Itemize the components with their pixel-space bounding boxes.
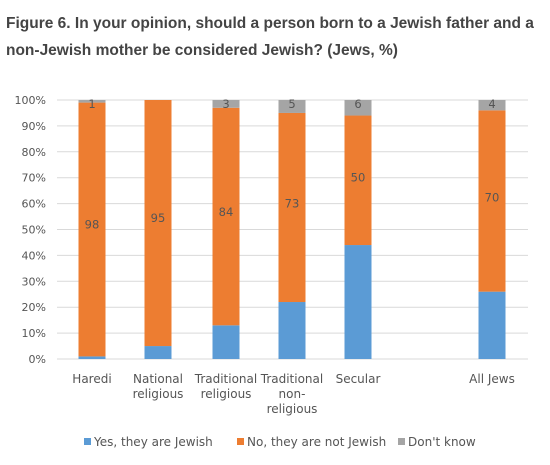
y-tick-label: 100% (15, 94, 46, 107)
y-tick-label: 60% (22, 198, 46, 211)
bar-segment (478, 291, 506, 359)
bar-segment (78, 356, 106, 359)
data-label: 4 (488, 97, 495, 111)
legend-swatch (237, 438, 244, 445)
bar-segment (478, 110, 506, 292)
legend-label: No, they are not Jewish (247, 435, 386, 449)
bar-segment (344, 245, 372, 359)
x-category-label: Secular (336, 372, 381, 386)
y-tick-label: 10% (22, 327, 46, 340)
data-label: 1 (88, 97, 95, 111)
legend-swatch (84, 438, 91, 445)
x-category-label: religious (201, 387, 252, 401)
bar-segment (78, 102, 106, 357)
x-category-label: All Jews (469, 372, 515, 386)
bar-segment (278, 100, 306, 113)
bar-segment (144, 100, 172, 347)
data-label: 84 (219, 205, 234, 219)
legend-label: Yes, they are Jewish (93, 435, 213, 449)
bar-segment (212, 325, 240, 359)
y-tick-label: 0% (29, 353, 46, 366)
bar-segment (212, 100, 240, 108)
bar-segment (212, 107, 240, 326)
bar-segment (144, 346, 172, 359)
x-category-label: Traditional (194, 372, 257, 386)
x-category-label: religious (133, 387, 184, 401)
data-label: 50 (351, 171, 366, 185)
data-label: 98 (85, 217, 100, 231)
data-label: 5 (288, 97, 295, 111)
chart-title: Figure 6. In your opinion, should a pers… (6, 15, 534, 59)
bar-segment (278, 112, 306, 303)
data-label: 95 (151, 211, 166, 225)
data-label: 70 (485, 190, 500, 204)
y-tick-label: 50% (22, 224, 46, 237)
legend-swatch (398, 438, 405, 445)
y-tick-label: 90% (22, 120, 46, 133)
bar-segment (478, 100, 506, 111)
legend-label: Don't know (408, 435, 476, 449)
data-label: 73 (285, 197, 300, 211)
x-category-label: Traditional (260, 372, 323, 386)
x-category-label: religious (267, 402, 318, 416)
y-tick-label: 80% (22, 146, 46, 159)
x-category-label: Haredi (72, 372, 111, 386)
bar-segment (78, 100, 106, 103)
data-label: 3 (222, 97, 229, 111)
y-tick-label: 40% (22, 249, 46, 262)
data-label: 6 (354, 97, 361, 111)
bar-segment (344, 115, 372, 246)
x-category-label: National (133, 372, 183, 386)
y-tick-label: 20% (22, 301, 46, 314)
bar-segment (278, 302, 306, 359)
x-category-label: non- (279, 387, 306, 401)
bar-segment (344, 100, 372, 116)
y-tick-label: 30% (22, 275, 46, 288)
y-tick-label: 70% (22, 172, 46, 185)
